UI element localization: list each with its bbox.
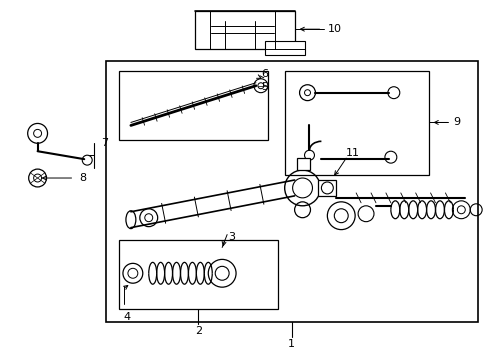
Bar xyxy=(296,158,310,170)
Text: 9: 9 xyxy=(452,117,460,127)
Text: 11: 11 xyxy=(346,148,360,158)
Bar xyxy=(195,11,294,49)
Bar xyxy=(119,239,277,309)
Text: 4: 4 xyxy=(123,312,131,322)
Text: 1: 1 xyxy=(287,339,295,349)
Text: 8: 8 xyxy=(79,173,86,183)
Text: 5: 5 xyxy=(260,82,267,92)
Text: 6: 6 xyxy=(260,69,267,79)
Text: 3: 3 xyxy=(228,231,235,242)
Bar xyxy=(106,61,477,322)
Bar xyxy=(264,41,304,55)
Text: 2: 2 xyxy=(194,326,202,336)
Bar xyxy=(318,180,336,196)
Text: 7: 7 xyxy=(101,138,108,148)
Bar xyxy=(119,71,267,140)
Bar xyxy=(284,71,427,175)
Text: 10: 10 xyxy=(326,24,341,34)
